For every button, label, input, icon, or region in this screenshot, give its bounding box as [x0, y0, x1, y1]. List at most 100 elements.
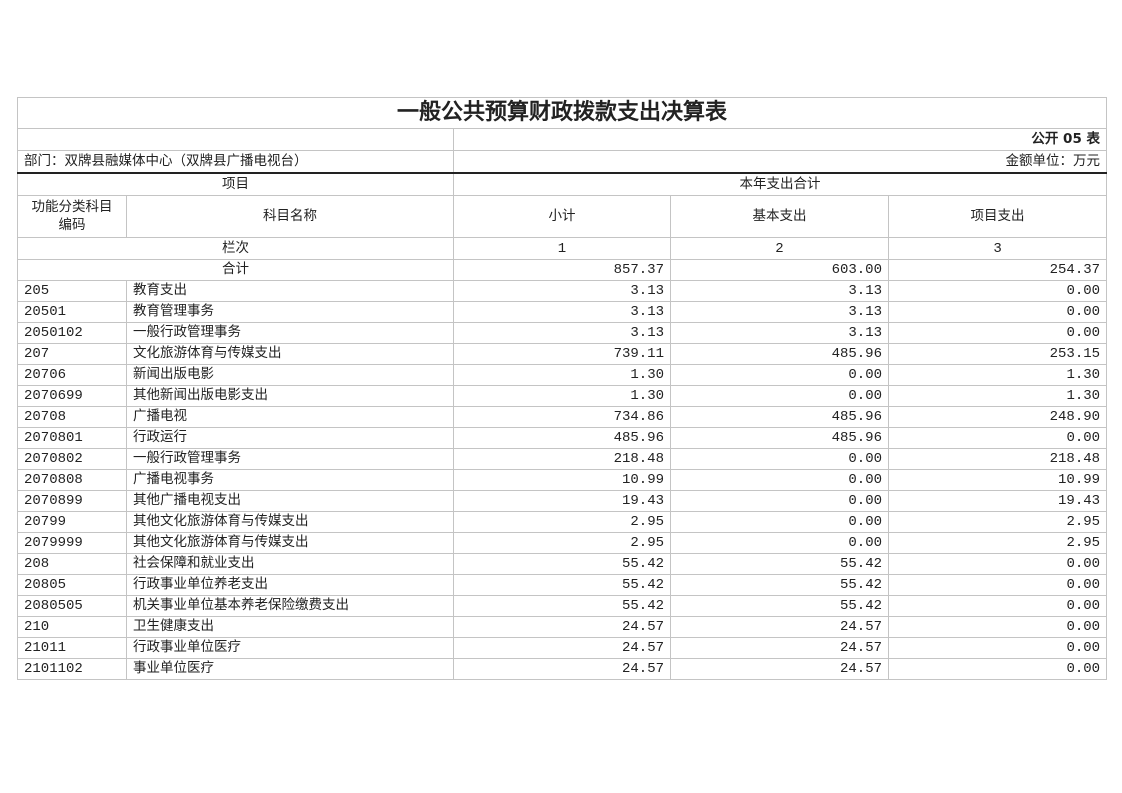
row-code: 210 — [17, 616, 127, 638]
row-project: 0.00 — [887, 658, 1108, 680]
row-code: 2079999 — [17, 532, 127, 554]
row-name: 其他广播电视支出 — [126, 490, 454, 512]
row-name: 一般行政管理事务 — [126, 448, 454, 470]
budget-table: 一般公共预算财政拨款支出决算表 公开 05 表 部门：双牌县融媒体中心（双牌县广… — [16, 97, 1108, 680]
row-project: 19.43 — [887, 490, 1108, 512]
row-subtotal: 55.42 — [453, 553, 671, 575]
row-basic: 0.00 — [670, 469, 889, 491]
column-index-label: 栏次 — [17, 237, 454, 260]
row-code: 208 — [17, 553, 127, 575]
row-project: 2.95 — [887, 511, 1108, 533]
row-basic: 24.57 — [670, 616, 889, 638]
row-project: 0.00 — [887, 574, 1108, 596]
table-row: 2070802 一般行政管理事务 218.48 0.00 218.48 — [17, 448, 1108, 470]
table-row: 20805 行政事业单位养老支出 55.42 55.42 0.00 — [17, 574, 1108, 596]
row-code: 207 — [17, 343, 127, 365]
row-code: 2070801 — [17, 427, 127, 449]
row-basic: 3.13 — [670, 322, 889, 344]
row-project: 253.15 — [887, 343, 1108, 365]
table-row: 20706 新闻出版电影 1.30 0.00 1.30 — [17, 364, 1108, 386]
row-subtotal: 734.86 — [453, 406, 671, 428]
row-subtotal: 3.13 — [453, 322, 671, 344]
row-project: 0.00 — [887, 637, 1108, 659]
blank-cell — [17, 128, 454, 151]
row-name: 行政事业单位养老支出 — [126, 574, 454, 596]
row-basic: 485.96 — [670, 343, 889, 365]
row-project: 0.00 — [887, 322, 1108, 344]
header-code: 功能分类科目编码 — [17, 195, 127, 238]
total-project: 254.37 — [887, 259, 1108, 281]
row-subtotal: 24.57 — [453, 637, 671, 659]
column-index-1: 1 — [453, 237, 671, 260]
header-subtotal: 小计 — [453, 195, 671, 238]
department-label: 部门：双牌县融媒体中心（双牌县广播电视台） — [17, 150, 454, 174]
row-subtotal: 739.11 — [453, 343, 671, 365]
row-code: 2101102 — [17, 658, 127, 680]
row-subtotal: 55.42 — [453, 574, 671, 596]
row-name: 广播电视 — [126, 406, 454, 428]
table-row: 208 社会保障和就业支出 55.42 55.42 0.00 — [17, 553, 1108, 575]
row-name: 广播电视事务 — [126, 469, 454, 491]
row-basic: 55.42 — [670, 553, 889, 575]
row-code: 2050102 — [17, 322, 127, 344]
row-project: 10.99 — [887, 469, 1108, 491]
table-row: 2070899 其他广播电视支出 19.43 0.00 19.43 — [17, 490, 1108, 512]
total-subtotal: 857.37 — [453, 259, 671, 281]
table-row: 20501 教育管理事务 3.13 3.13 0.00 — [17, 301, 1108, 323]
table-row: 2079999 其他文化旅游体育与传媒支出 2.95 0.00 2.95 — [17, 532, 1108, 554]
row-subtotal: 24.57 — [453, 658, 671, 680]
row-basic: 24.57 — [670, 658, 889, 680]
header-project: 项目 — [17, 172, 454, 196]
table-row: 2070808 广播电视事务 10.99 0.00 10.99 — [17, 469, 1108, 491]
header-total-group: 本年支出合计 — [452, 172, 1108, 196]
row-name: 文化旅游体育与传媒支出 — [126, 343, 454, 365]
row-code: 20501 — [17, 301, 127, 323]
page-title: 一般公共预算财政拨款支出决算表 — [16, 97, 1108, 129]
table-row: 207 文化旅游体育与传媒支出 739.11 485.96 253.15 — [17, 343, 1108, 365]
form-number: 公开 05 表 — [452, 128, 1108, 151]
row-code: 2070899 — [17, 490, 127, 512]
row-subtotal: 218.48 — [453, 448, 671, 470]
row-name: 卫生健康支出 — [126, 616, 454, 638]
row-subtotal: 55.42 — [453, 595, 671, 617]
total-basic: 603.00 — [670, 259, 889, 281]
row-project: 0.00 — [887, 616, 1108, 638]
row-subtotal: 1.30 — [453, 385, 671, 407]
table-row: 2101102 事业单位医疗 24.57 24.57 0.00 — [17, 658, 1108, 680]
row-name: 教育管理事务 — [126, 301, 454, 323]
row-basic: 55.42 — [670, 595, 889, 617]
row-name: 社会保障和就业支出 — [126, 553, 454, 575]
row-project: 1.30 — [887, 364, 1108, 386]
row-project: 2.95 — [887, 532, 1108, 554]
column-index-2: 2 — [670, 237, 889, 260]
row-subtotal: 19.43 — [453, 490, 671, 512]
row-code: 21011 — [17, 637, 127, 659]
row-project: 218.48 — [887, 448, 1108, 470]
row-basic: 3.13 — [670, 301, 889, 323]
row-basic: 0.00 — [670, 532, 889, 554]
total-label: 合计 — [17, 259, 454, 281]
unit-label: 金额单位：万元 — [452, 150, 1108, 174]
row-name: 其他新闻出版电影支出 — [126, 385, 454, 407]
row-project: 0.00 — [887, 280, 1108, 302]
row-code: 20706 — [17, 364, 127, 386]
row-project: 0.00 — [887, 427, 1108, 449]
total-row: 合计 857.37 603.00 254.37 — [17, 259, 1108, 281]
row-basic: 55.42 — [670, 574, 889, 596]
column-index-3: 3 — [887, 237, 1108, 260]
row-subtotal: 24.57 — [453, 616, 671, 638]
row-subtotal: 10.99 — [453, 469, 671, 491]
row-basic: 485.96 — [670, 406, 889, 428]
row-code: 2070699 — [17, 385, 127, 407]
table-row: 210 卫生健康支出 24.57 24.57 0.00 — [17, 616, 1108, 638]
row-basic: 0.00 — [670, 490, 889, 512]
row-name: 其他文化旅游体育与传媒支出 — [126, 532, 454, 554]
row-subtotal: 485.96 — [453, 427, 671, 449]
row-name: 教育支出 — [126, 280, 454, 302]
table-row: 20708 广播电视 734.86 485.96 248.90 — [17, 406, 1108, 428]
table-row: 2050102 一般行政管理事务 3.13 3.13 0.00 — [17, 322, 1108, 344]
row-code: 2080505 — [17, 595, 127, 617]
row-name: 机关事业单位基本养老保险缴费支出 — [126, 595, 454, 617]
row-subtotal: 3.13 — [453, 301, 671, 323]
row-basic: 24.57 — [670, 637, 889, 659]
